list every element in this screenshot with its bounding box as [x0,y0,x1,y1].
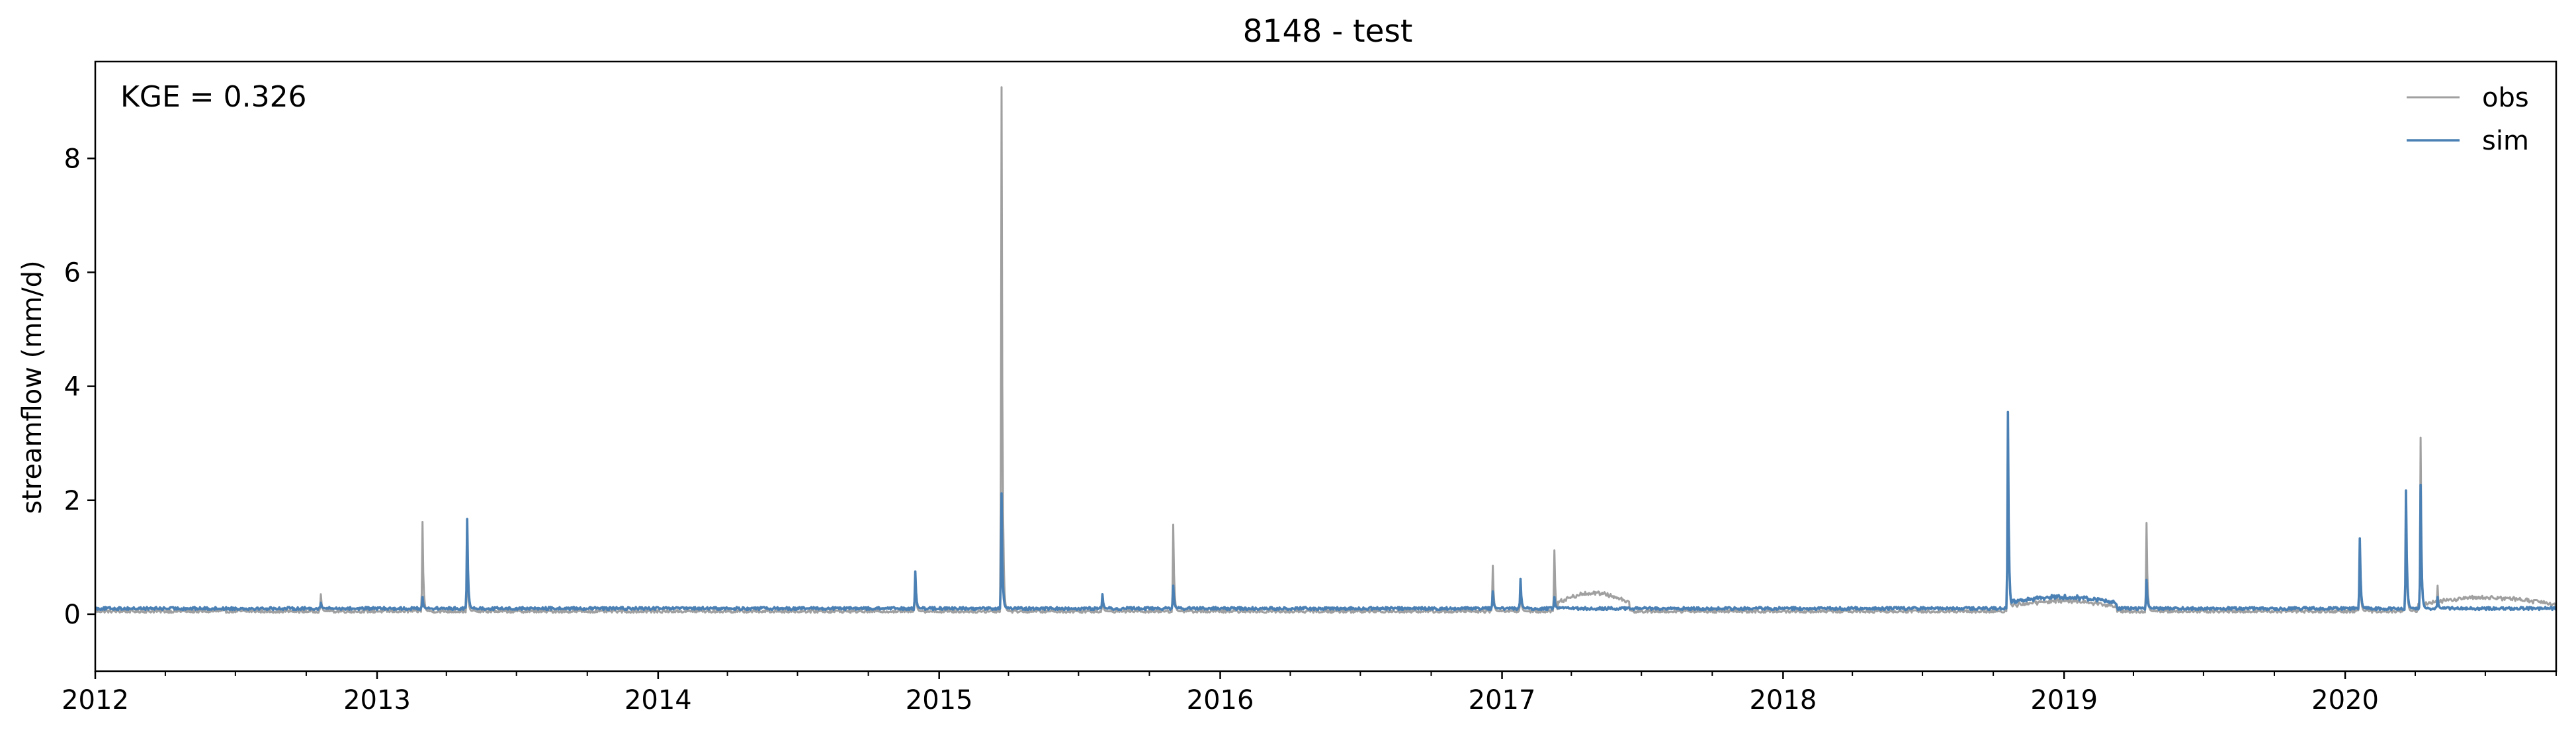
y-axis: 0 2 4 6 8 [64,144,95,630]
y-tick-label: 8 [64,144,81,174]
y-tick-label: 2 [64,486,81,516]
x-axis: 2012 2013 2014 2015 2016 2017 2018 2019 2020 [62,671,2557,716]
kge-annotation: KGE = 0.326 [120,80,307,114]
series-line-sim [95,410,2556,612]
x-tick-label: 2016 [1187,685,1254,716]
x-tick-label: 2018 [1749,685,1817,716]
x-tick-label: 2015 [906,685,973,716]
x-tick-label: 2013 [343,685,411,716]
y-tick-label: 6 [64,257,81,288]
x-tick-label: 2012 [62,685,129,716]
chart-title: 8148 - test [1243,13,1413,50]
x-tick-label: 2014 [624,685,692,716]
series-layer [95,86,2556,614]
x-tick-label: 2017 [1469,685,1536,716]
legend-label-obs: obs [2482,83,2529,113]
y-tick-label: 0 [64,600,81,630]
y-axis-label: streamflow (mm/d) [17,260,48,514]
series-line-obs [95,86,2556,614]
legend: obs sim [2407,83,2529,156]
legend-label-sim: sim [2482,126,2529,156]
x-tick-label: 2019 [2030,685,2098,716]
x-tick-label: 2020 [2311,685,2379,716]
y-tick-label: 4 [64,372,81,402]
plot-frame [94,60,2557,672]
